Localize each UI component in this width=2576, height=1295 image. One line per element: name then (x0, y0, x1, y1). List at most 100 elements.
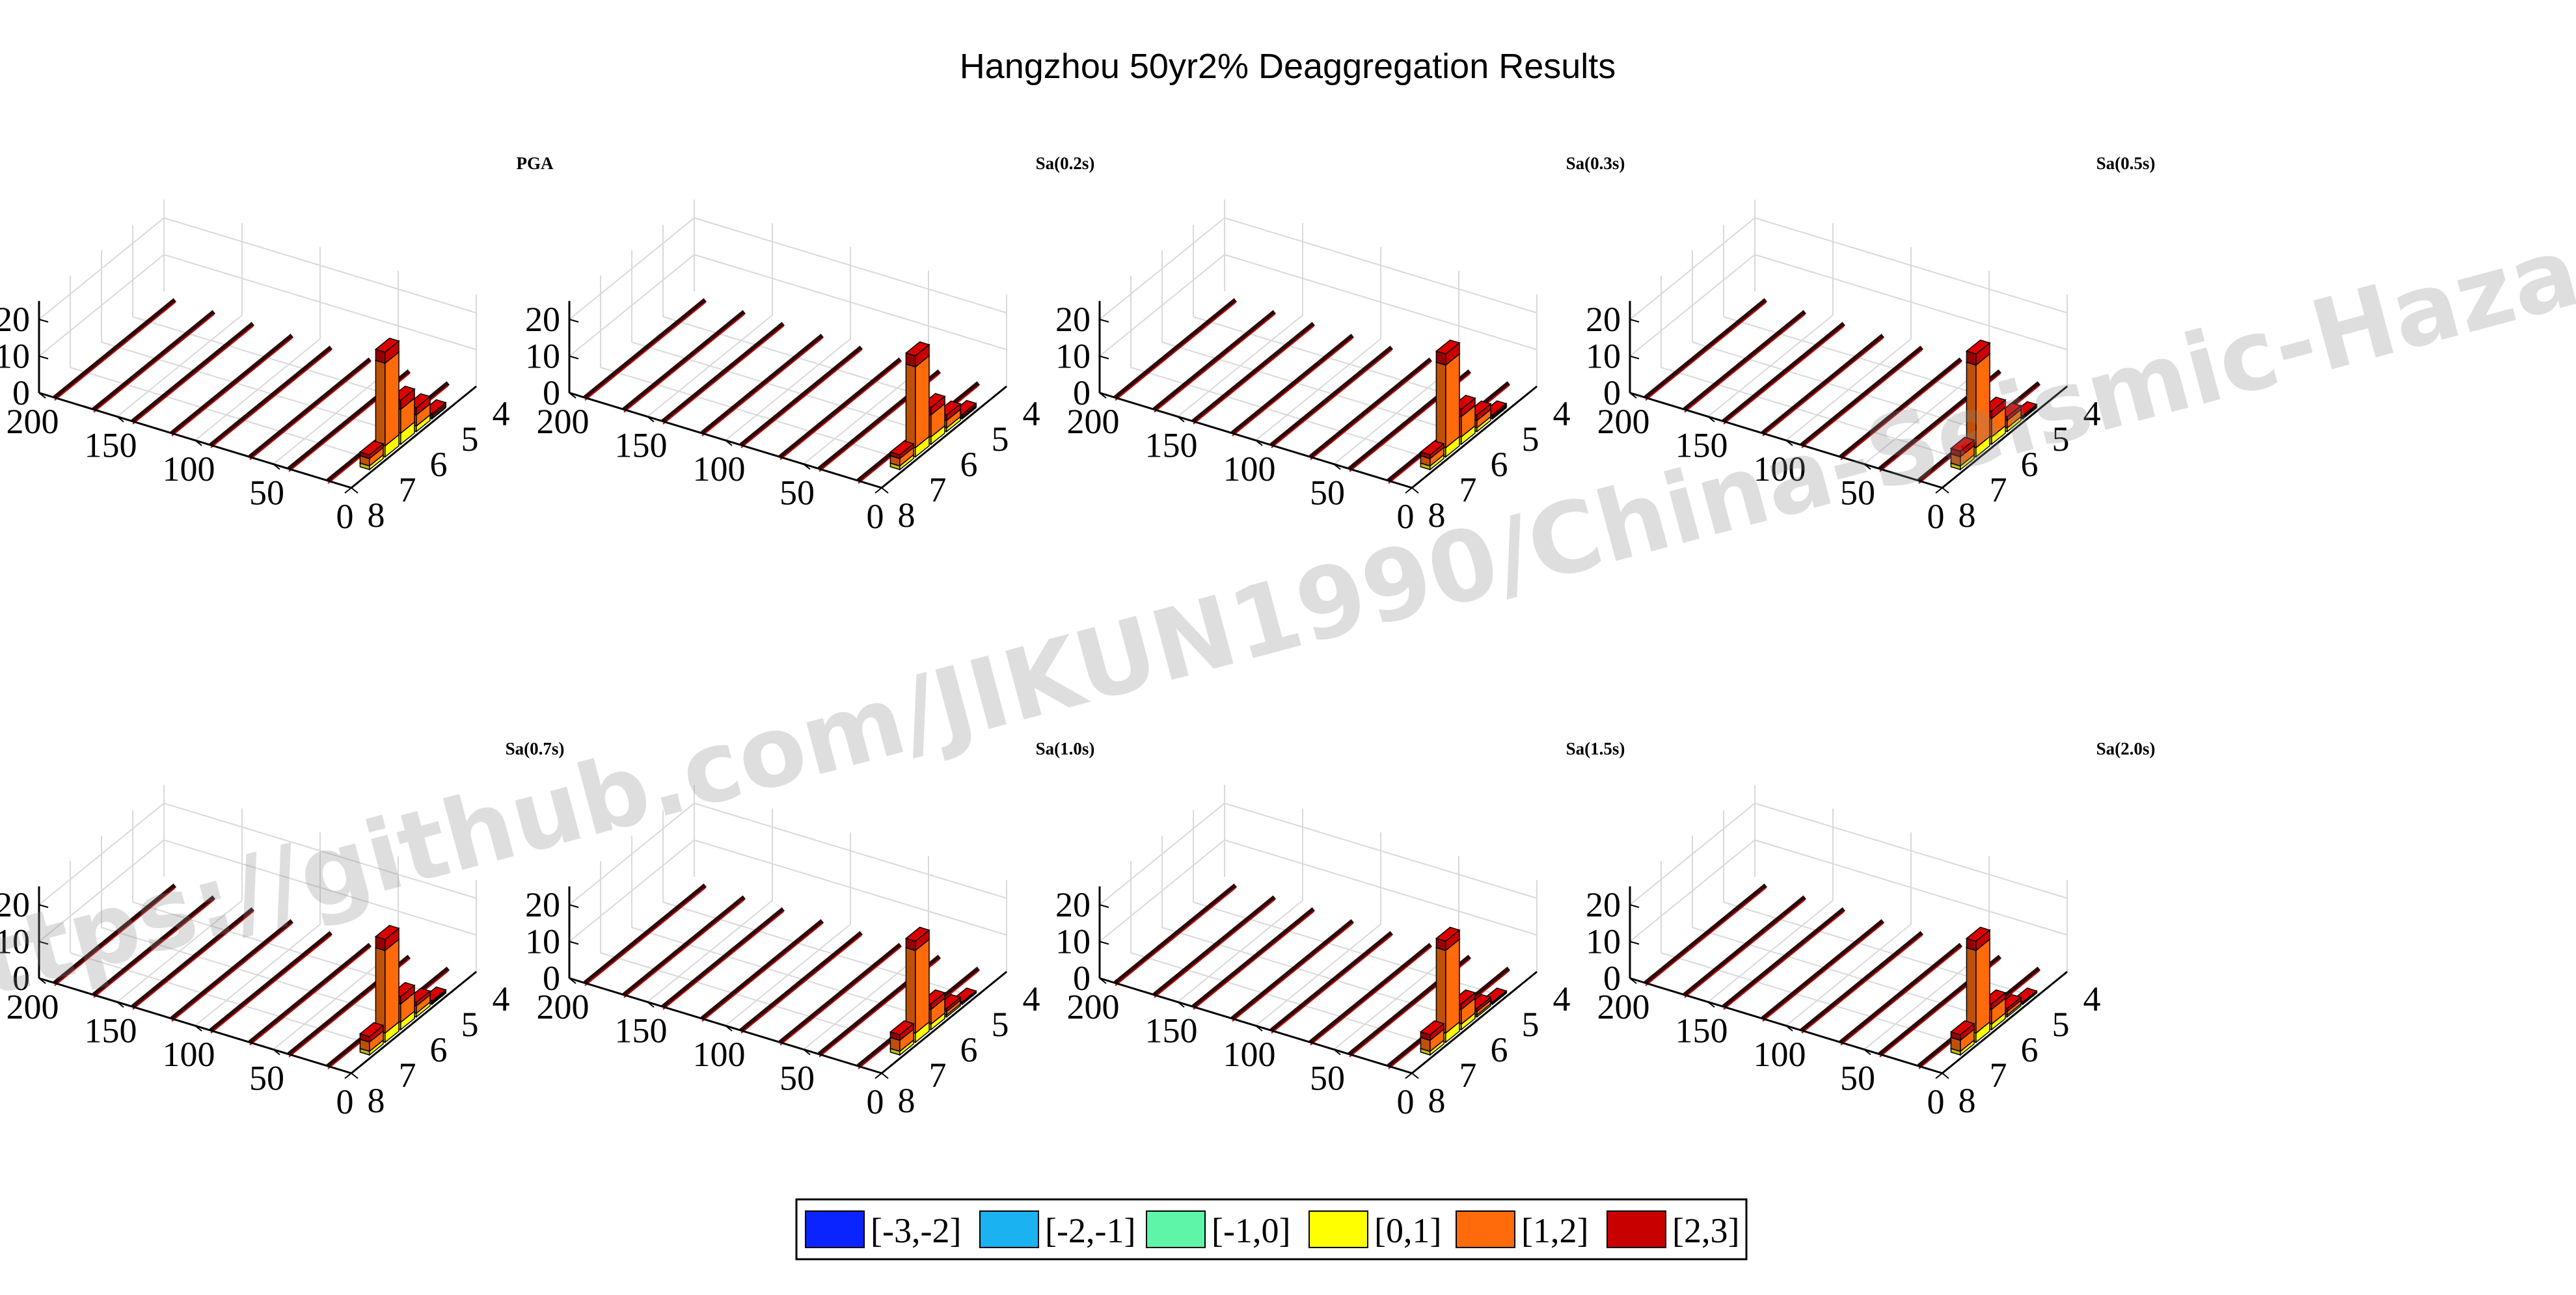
magnitude-tick-label: 7 (399, 1056, 416, 1095)
z-tick-label: 10 (1586, 337, 1621, 376)
floor-bin (778, 942, 902, 1045)
z-tick (38, 319, 49, 323)
distance-tick-label: 0 (1397, 497, 1415, 536)
z-tick-label: 10 (1055, 337, 1091, 376)
floor-bin (1230, 919, 1355, 1021)
gridline (38, 217, 477, 320)
legend-label: [2,3] (1672, 1211, 1739, 1250)
legend-label: [1,2] (1521, 1211, 1588, 1250)
distance-tick-label: 0 (867, 1082, 884, 1121)
floor-bin (1269, 931, 1394, 1033)
legend-box (795, 1198, 1748, 1261)
magnitude-tick (438, 996, 446, 1003)
distance-tick-label: 150 (1145, 426, 1198, 465)
floor-bin (92, 895, 216, 997)
floor-bin (1645, 302, 1767, 401)
magnitude-tick-label: 8 (898, 1081, 915, 1120)
floor-bin (584, 887, 706, 987)
floor-bin (780, 361, 901, 461)
bar-segment (1965, 339, 1991, 355)
bar-segment (1966, 946, 1977, 1034)
floor-bin (1839, 942, 1963, 1045)
magnitude-tick-label: 7 (1459, 1056, 1477, 1095)
magnitude-tick-label: 6 (960, 1030, 978, 1069)
z-tick-label: 0 (543, 959, 560, 998)
gridline (1099, 802, 1538, 905)
bar-segment (1419, 1020, 1445, 1035)
legend-swatch (1607, 1210, 1666, 1248)
floor-bin (209, 345, 333, 447)
floor-bin (1115, 887, 1236, 987)
distance-tick-label: 50 (1310, 474, 1345, 513)
gridline (631, 341, 945, 438)
z-tick-label: 0 (1073, 373, 1091, 412)
bar-segment (1445, 938, 1460, 1034)
floor-bin (1723, 911, 1845, 1010)
z-tick-label: 20 (1586, 300, 1621, 339)
magnitude-tick (968, 996, 976, 1003)
watermark: https://github.com/JIKUN1990/China-Seism… (0, 0, 2576, 1037)
distance-tick (1942, 487, 1949, 494)
figure-title: Hangzhou 50yr2% Deaggregation Results (960, 47, 1616, 86)
z-tick-label: 0 (1603, 959, 1621, 998)
magnitude-tick (344, 1073, 352, 1079)
floor-bin (662, 911, 784, 1010)
bar-segment (889, 1020, 915, 1035)
z-tick-label: 10 (0, 922, 30, 961)
bar-segment (905, 363, 916, 449)
floor-bin (739, 931, 863, 1033)
magnitude-tick-label: 4 (2083, 394, 2101, 433)
magnitude-tick-label: 7 (929, 1056, 947, 1095)
distance-tick-label: 0 (1927, 497, 1945, 536)
magnitude-tick (999, 386, 1007, 392)
floor-bin (583, 298, 707, 400)
magnitude-tick-label: 8 (1428, 496, 1446, 535)
distance-tick (1629, 978, 1637, 984)
magnitude-tick (344, 487, 352, 494)
floor-bin (1152, 895, 1277, 997)
distance-tick (881, 487, 889, 494)
z-tick-label: 10 (525, 922, 560, 961)
z-tick (38, 941, 49, 945)
z-tick (569, 355, 579, 360)
bar-segment (1975, 938, 1990, 1034)
magnitude-tick-label: 5 (2052, 1005, 2070, 1044)
z-tick (1099, 941, 1109, 945)
gridline (569, 217, 1007, 320)
floor-bin (1230, 334, 1355, 435)
distance-tick-label: 50 (780, 474, 815, 513)
magnitude-tick-label: 4 (1553, 980, 1571, 1019)
magnitude-tick (937, 436, 945, 443)
z-tick (569, 941, 579, 945)
gridline (1692, 927, 2005, 1023)
z-tick-label: 10 (1586, 922, 1621, 961)
z-tick (1629, 355, 1640, 360)
floor-bin (1308, 942, 1433, 1045)
legend-label: [-1,0] (1212, 1211, 1290, 1250)
distance-tick-label: 150 (615, 1011, 668, 1050)
floor-bin (1645, 887, 1767, 987)
distance-tick-label: 200 (1597, 987, 1650, 1026)
subplot-title: Sa(0.3s) (1566, 154, 1625, 173)
floor-bin (1271, 349, 1392, 449)
distance-tick-label: 200 (537, 402, 590, 441)
floor-bin (1152, 310, 1277, 412)
magnitude-tick-label: 6 (1491, 445, 1508, 484)
distance-tick-label: 50 (1310, 1059, 1345, 1098)
gridline (1099, 217, 1538, 320)
magnitude-tick (1498, 411, 1506, 418)
bar-segment (1435, 926, 1461, 942)
magnitude-tick (906, 462, 914, 468)
distance-tick (1629, 392, 1637, 399)
bar-segment (915, 354, 930, 449)
gridline (1629, 802, 2068, 905)
magnitude-tick-label: 6 (2021, 1030, 2039, 1069)
distance-tick-label: 100 (163, 1035, 215, 1074)
magnitude-tick (1436, 462, 1444, 468)
z-tick (1099, 355, 1109, 360)
distance-tick (351, 487, 359, 494)
floor-bin (1193, 911, 1314, 1010)
distance-tick-label: 50 (249, 1059, 284, 1098)
